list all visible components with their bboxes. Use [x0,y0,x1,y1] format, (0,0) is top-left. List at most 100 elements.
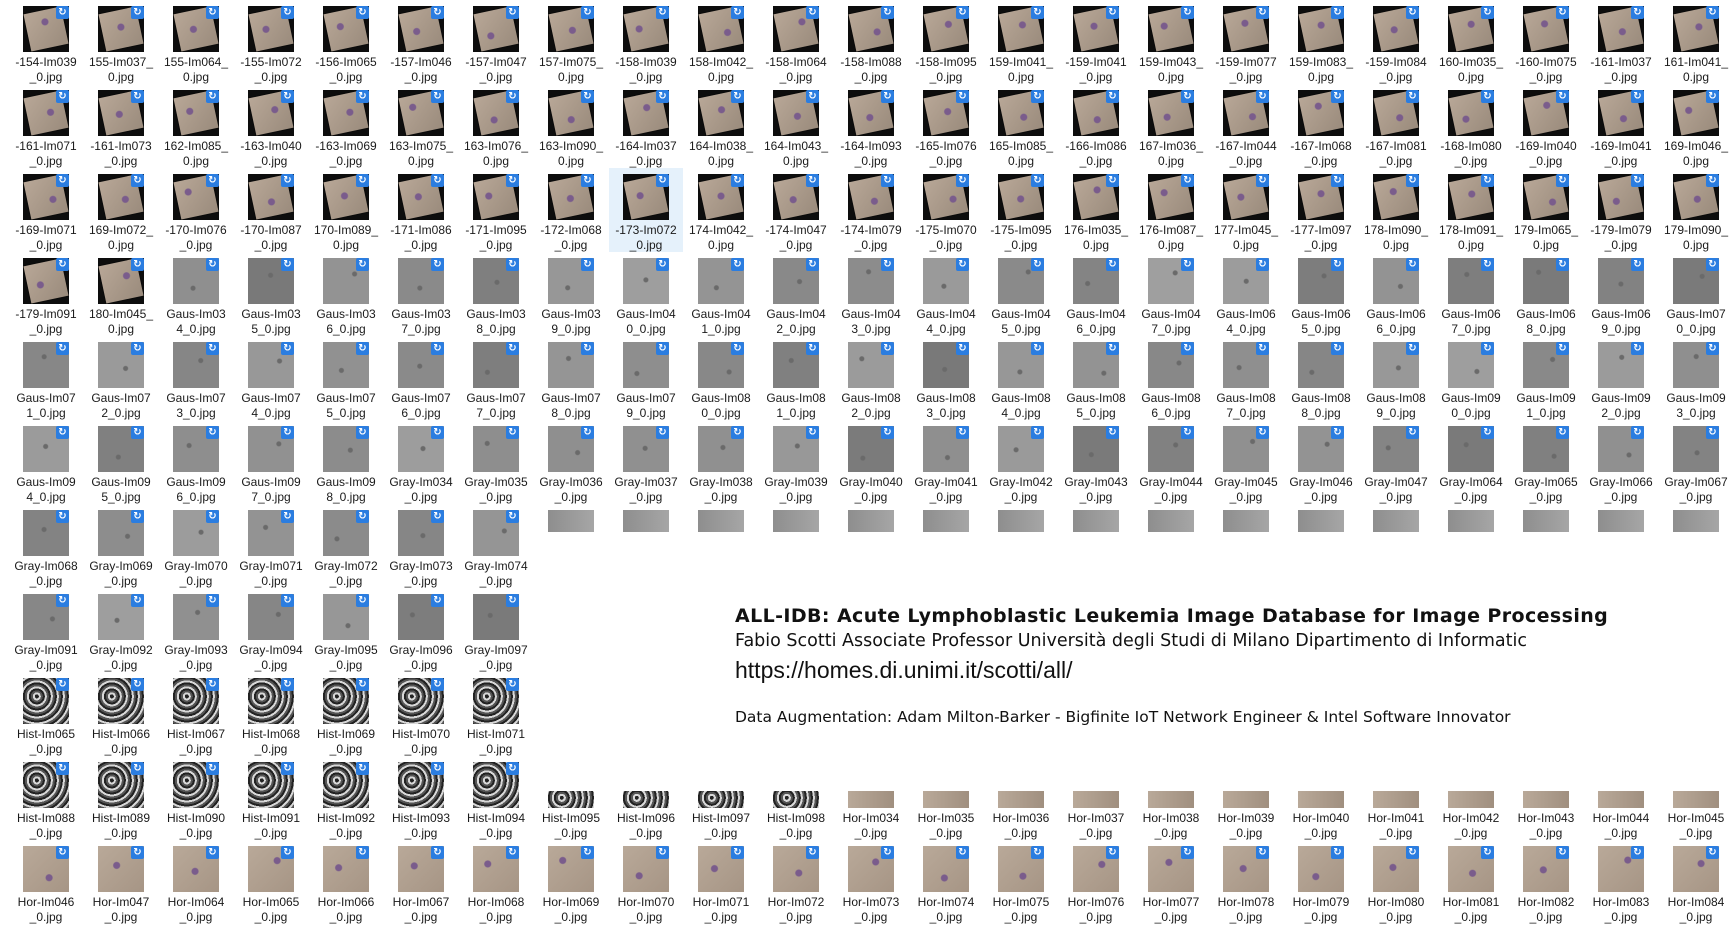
file-item[interactable]: ↻ Gaus-Im06 7_0.jpg [1434,252,1508,336]
file-item[interactable]: ↻ Gaus-Im04 6_0.jpg [1059,252,1133,336]
file-item[interactable]: ↻ Hist-Im070 _0.jpg [384,672,458,756]
file-item[interactable]: ↻Hist-Im095 _0.jpg [534,756,608,840]
file-item[interactable]: ↻ Hist-Im065 _0.jpg [9,672,83,756]
file-item[interactable]: ↻ Hor-Im041 _0.jpg [1359,756,1433,840]
file-item[interactable]: ↻ Hist-Im092 _0.jpg [309,756,383,840]
file-item[interactable]: ↻ [1134,504,1208,588]
file-item[interactable]: ↻ Gray-Im097 _0.jpg [459,588,533,672]
file-item[interactable]: ↻ -173-Im072 _0.jpg [609,168,683,252]
file-item[interactable]: ↻Hor-Im038 _0.jpg [1134,756,1208,840]
file-item[interactable]: ↻ -175-Im070 _0.jpg [909,168,983,252]
file-item[interactable]: ↻Hor-Im044 _0.jpg [1584,756,1658,840]
file-item[interactable]: ↻ -163-Im069 _0.jpg [309,84,383,168]
file-item[interactable]: ↻ 159-Im083_ 0.jpg [1284,0,1358,84]
file-item[interactable]: ↻ Gray-Im064 _0.jpg [1434,420,1508,504]
file-item[interactable]: ↻ Hor-Im077 _0.jpg [1134,840,1208,924]
file-item[interactable]: ↻ Gray-Im043 _0.jpg [1059,420,1133,504]
file-item[interactable]: ↻ Gaus-Im08 9_0.jpg [1359,336,1433,420]
file-item[interactable]: ↻ -165-Im076 _0.jpg [909,84,983,168]
file-item[interactable]: ↻ 179-Im065_ 0.jpg [1509,168,1583,252]
file-item[interactable]: ↻Hor-Im036 _0.jpg [984,756,1058,840]
file-item[interactable]: ↻ Hor-Im074 _0.jpg [909,840,983,924]
file-item[interactable]: ↻ Gaus-Im07 2_0.jpg [84,336,158,420]
file-item[interactable]: ↻ Hor-Im082 _0.jpg [1509,840,1583,924]
file-item[interactable]: ↻ Gaus-Im06 6_0.jpg [1359,252,1433,336]
file-item[interactable]: ↻ Gaus-Im07 5_0.jpg [309,336,383,420]
file-item[interactable]: ↻ Gray-Im046 _0.jpg [1284,420,1358,504]
file-item[interactable]: ↻Hor-Im045 _0.jpg [1659,756,1732,840]
file-item[interactable]: ↻ Hist-Im091 _0.jpg [234,756,308,840]
file-item[interactable]: ↻ [609,504,683,588]
file-item[interactable]: ↻ Gaus-Im08 3_0.jpg [909,336,983,420]
file-item[interactable]: ↻ -169-Im041 _0.jpg [1584,84,1658,168]
file-item[interactable]: ↻ [834,504,908,588]
file-item[interactable]: ↻ Gaus-Im06 8_0.jpg [1509,252,1583,336]
file-item[interactable]: ↻ Gaus-Im04 7_0.jpg [1134,252,1208,336]
file-item[interactable]: ↻ -158-Im095 _0.jpg [909,0,983,84]
file-item[interactable]: ↻ 159-Im043_ 0.jpg [1134,0,1208,84]
file-item[interactable]: ↻ Gaus-Im09 7_0.jpg [234,420,308,504]
file-item[interactable]: ↻ Hor-Im071 _0.jpg [684,840,758,924]
file-item[interactable]: ↻Hor-Im034 _0.jpg [834,756,908,840]
file-item[interactable]: ↻ Gray-Im068 _0.jpg [9,504,83,588]
file-item[interactable]: ↻ Hor-Im046 _0.jpg [9,840,83,924]
file-item[interactable]: ↻ Gaus-Im04 1_0.jpg [684,252,758,336]
file-item[interactable]: ↻ 160-Im035_ 0.jpg [1434,0,1508,84]
file-item[interactable]: ↻ Gaus-Im04 4_0.jpg [909,252,983,336]
file-item[interactable]: ↻ Hist-Im066 _0.jpg [84,672,158,756]
file-item[interactable]: ↻ Hor-Im078 _0.jpg [1209,840,1283,924]
file-item[interactable]: ↻ Gray-Im070 _0.jpg [159,504,233,588]
file-item[interactable]: ↻ Gaus-Im07 8_0.jpg [534,336,608,420]
file-item[interactable]: ↻ Hist-Im097 _0.jpg [684,756,758,840]
file-item[interactable]: ↻ 178-Im090_ 0.jpg [1359,168,1433,252]
file-item[interactable]: ↻ Gray-Im065 _0.jpg [1509,420,1583,504]
file-item[interactable]: ↻ -161-Im037 _0.jpg [1584,0,1658,84]
file-item[interactable]: ↻ Gaus-Im09 5_0.jpg [84,420,158,504]
file-item[interactable]: ↻ Gray-Im073 _0.jpg [384,504,458,588]
file-item[interactable]: ↻ -167-Im044 _0.jpg [1209,84,1283,168]
file-item[interactable]: ↻ -167-Im068 _0.jpg [1284,84,1358,168]
file-item[interactable]: ↻ Gray-Im091 _0.jpg [9,588,83,672]
file-item[interactable]: ↻ Gaus-Im04 3_0.jpg [834,252,908,336]
file-item[interactable]: ↻ 162-Im085_ 0.jpg [159,84,233,168]
file-item[interactable]: ↻ 164-Im038_ 0.jpg [684,84,758,168]
file-item[interactable]: ↻ Gray-Im072 _0.jpg [309,504,383,588]
file-item[interactable]: ↻ Gray-Im069 _0.jpg [84,504,158,588]
file-item[interactable]: ↻ Gaus-Im09 6_0.jpg [159,420,233,504]
file-item[interactable]: ↻ [759,504,833,588]
file-item[interactable]: ↻ Gray-Im095 _0.jpg [309,588,383,672]
file-item[interactable]: ↻ 176-Im087_ 0.jpg [1134,168,1208,252]
file-item[interactable]: ↻ -171-Im086 _0.jpg [384,168,458,252]
file-item[interactable]: ↻ -168-Im080 _0.jpg [1434,84,1508,168]
file-item[interactable]: ↻ [1509,504,1583,588]
file-item[interactable]: ↻ Gaus-Im07 7_0.jpg [459,336,533,420]
file-item[interactable]: ↻ [1209,504,1283,588]
file-item[interactable]: ↻ Gaus-Im07 9_0.jpg [609,336,683,420]
file-item[interactable]: ↻ Gaus-Im09 2_0.jpg [1584,336,1658,420]
file-item[interactable]: ↻ [1659,504,1732,588]
file-item[interactable]: ↻ Hor-Im070 _0.jpg [609,840,683,924]
file-item[interactable]: ↻ 179-Im090_ 0.jpg [1659,168,1732,252]
file-item[interactable]: ↻ 161-Im041_ 0.jpg [1659,0,1732,84]
file-item[interactable]: ↻ Hist-Im067 _0.jpg [159,672,233,756]
file-item[interactable]: ↻ Gaus-Im08 1_0.jpg [759,336,833,420]
file-item[interactable]: ↻ Gaus-Im08 7_0.jpg [1209,336,1283,420]
file-item[interactable]: ↻ 155-Im064_ 0.jpg [159,0,233,84]
file-item[interactable]: ↻ 164-Im043_ 0.jpg [759,84,833,168]
file-item[interactable]: ↻ Gray-Im042 _0.jpg [984,420,1058,504]
file-item[interactable]: ↻ Hor-Im047 _0.jpg [84,840,158,924]
file-item[interactable]: ↻ [684,504,758,588]
file-item[interactable]: ↻ Gaus-Im07 1_0.jpg [9,336,83,420]
file-item[interactable]: ↻ Gaus-Im04 5_0.jpg [984,252,1058,336]
file-item[interactable]: ↻ Gray-Im034 _0.jpg [384,420,458,504]
file-item[interactable]: ↻ Hor-Im064 _0.jpg [159,840,233,924]
file-item[interactable]: ↻ 174-Im042_ 0.jpg [684,168,758,252]
file-item[interactable]: ↻ Hor-Im065 _0.jpg [234,840,308,924]
file-item[interactable]: ↻ Gaus-Im07 6_0.jpg [384,336,458,420]
file-item[interactable]: ↻ Hist-Im093 _0.jpg [384,756,458,840]
file-item[interactable]: ↻ -159-Im084 _0.jpg [1359,0,1433,84]
file-item[interactable]: ↻ Gray-Im035 _0.jpg [459,420,533,504]
file-item[interactable]: ↻Hist-Im098 _0.jpg [759,756,833,840]
file-item[interactable]: ↻ -166-Im086 _0.jpg [1059,84,1133,168]
file-item[interactable]: ↻ Gaus-Im06 9_0.jpg [1584,252,1658,336]
